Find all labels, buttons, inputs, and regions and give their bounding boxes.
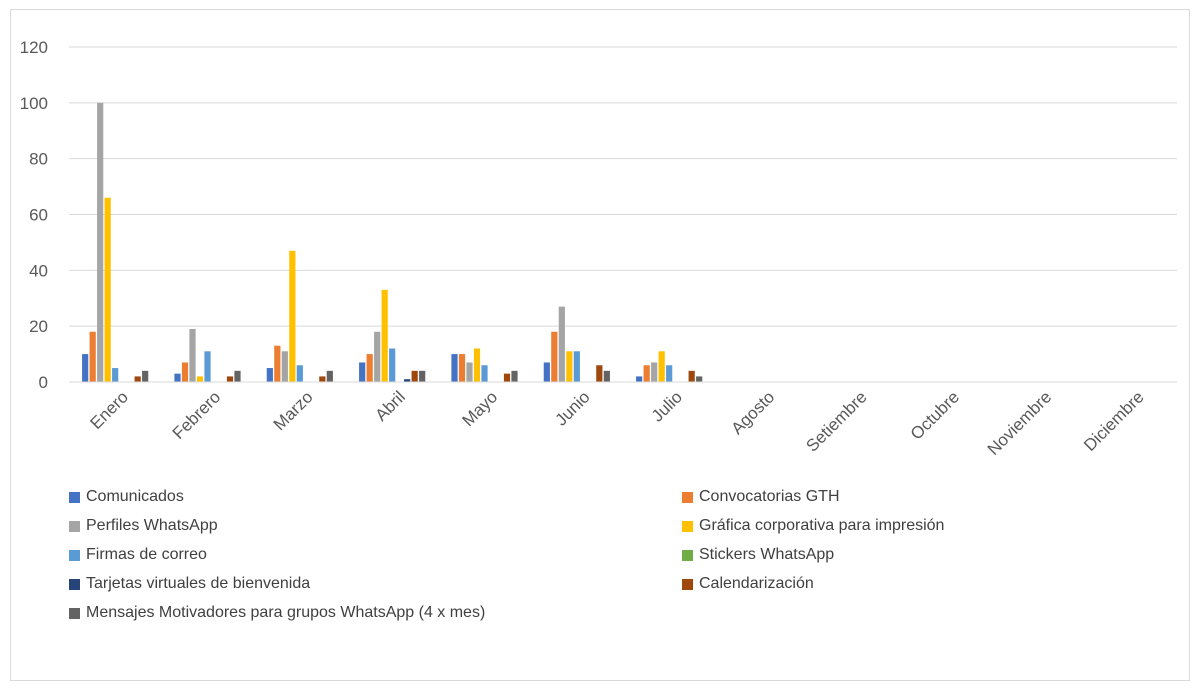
legend-item: Gráfica corporativa para impresión [682, 517, 944, 535]
legend-label: Mensajes Motivadores para grupos WhatsAp… [86, 604, 486, 621]
bar-1-2 [189, 328, 196, 382]
bar-chart: 0 20 40 60 80 100 120 Enero Febrero Marzo Abril May… [20, 38, 1177, 459]
x-tick-label: Junio [551, 387, 593, 429]
x-tick-label: Noviembre [984, 387, 1056, 459]
bar-4-4 [481, 365, 488, 382]
x-tick-label: Julio [648, 387, 686, 425]
bar-5-4 [573, 351, 580, 382]
legend-label: Stickers WhatsApp [699, 546, 835, 563]
bar-0-0 [82, 354, 89, 382]
y-tick-label: 60 [29, 206, 48, 225]
bar-2-2 [281, 351, 288, 382]
legend-swatch [682, 520, 693, 532]
legend-item: Stickers WhatsApp [682, 546, 834, 564]
legend-label: Perfiles WhatsApp [86, 517, 218, 534]
legend-label: Calendarización [699, 575, 814, 592]
y-tick-label: 80 [29, 150, 48, 169]
x-tick-label: Marzo [270, 387, 317, 434]
bar-3-7 [411, 370, 418, 382]
x-tick-label: Agosto [727, 387, 778, 438]
bar-6-8 [696, 376, 703, 382]
bar-3-1 [366, 354, 373, 382]
bar-2-7 [319, 376, 326, 382]
bar-0-7 [134, 376, 141, 382]
legend-swatch [682, 549, 693, 561]
legend-item: Comunicados [69, 488, 184, 506]
legend-label: Tarjetas virtuales de bienvenida [86, 575, 311, 592]
bar-4-3 [473, 348, 481, 382]
bar-2-1 [274, 345, 281, 382]
bar-6-2 [651, 362, 658, 382]
legend-swatch [69, 578, 80, 590]
bar-1-7 [226, 376, 234, 382]
bar-4-0 [451, 354, 458, 382]
legend-swatch [682, 491, 693, 503]
legend-item: Mensajes Motivadores para grupos WhatsAp… [69, 604, 485, 622]
legend-item: Tarjetas virtuales de bienvenida [69, 575, 310, 593]
x-tick-label: Abril [372, 387, 409, 424]
y-tick-label: 120 [20, 38, 48, 57]
bar-3-2 [374, 331, 381, 382]
bar-3-8 [419, 370, 426, 382]
y-tick-label: 100 [20, 94, 48, 113]
legend-swatch [69, 549, 80, 561]
bar-2-0 [266, 368, 273, 382]
y-tick-label: 20 [29, 317, 48, 336]
bar-2-4 [296, 365, 303, 382]
bar-0-1 [89, 331, 96, 382]
x-tick-label: Octubre [907, 387, 963, 443]
bar-1-8 [234, 370, 241, 382]
legend-swatch [682, 578, 693, 590]
legend-item: Firmas de correo [69, 546, 207, 564]
bar-4-7 [503, 373, 511, 383]
bar-5-7 [596, 365, 603, 382]
bar-5-2 [558, 306, 565, 383]
bar-1-3 [196, 376, 204, 382]
x-tick-label: Enero [86, 387, 132, 433]
bar-1-0 [174, 373, 181, 383]
bar-6-0 [636, 376, 643, 382]
legend-item: Calendarización [682, 575, 814, 593]
legend-swatch [69, 607, 80, 619]
x-tick-label: Febrero [169, 387, 225, 443]
y-tick-label: 0 [39, 373, 48, 392]
legend-item: Perfiles WhatsApp [69, 517, 218, 535]
legend-swatch [69, 520, 80, 532]
bar-0-2 [97, 102, 104, 382]
bar-0-4 [112, 368, 119, 382]
bar-6-1 [643, 365, 650, 382]
bar-2-3 [289, 250, 296, 382]
bar-3-6 [404, 379, 411, 382]
bar-3-3 [381, 289, 388, 383]
legend-label: Comunicados [86, 488, 184, 505]
bar-0-3 [104, 197, 111, 382]
bar-3-0 [359, 362, 366, 382]
bar-4-1 [458, 354, 466, 382]
legend-label: Convocatorias GTH [699, 488, 840, 505]
legend-label: Firmas de correo [86, 546, 207, 563]
bar-1-4 [204, 351, 211, 382]
legend-item: Convocatorias GTH [682, 488, 840, 506]
bar-5-1 [551, 331, 558, 382]
bar-5-3 [566, 351, 573, 382]
y-tick-label: 40 [29, 261, 48, 280]
chart-frame [10, 9, 1190, 681]
bar-5-8 [603, 370, 610, 382]
bar-6-4 [666, 365, 673, 382]
bar-3-4 [389, 348, 396, 382]
bar-6-3 [658, 351, 665, 382]
bar-1-1 [181, 362, 189, 382]
x-tick-label: Setiembre [802, 387, 870, 455]
legend-swatch [69, 491, 80, 503]
legend-label: Gráfica corporativa para impresión [699, 517, 945, 534]
bar-4-2 [466, 362, 473, 382]
bar-2-8 [326, 370, 333, 382]
x-tick-label: Diciembre [1080, 387, 1148, 455]
bar-0-8 [142, 370, 149, 382]
bar-6-7 [688, 370, 695, 382]
x-tick-label: Mayo [458, 387, 501, 430]
bar-4-8 [511, 370, 518, 382]
bar-5-0 [543, 362, 550, 382]
